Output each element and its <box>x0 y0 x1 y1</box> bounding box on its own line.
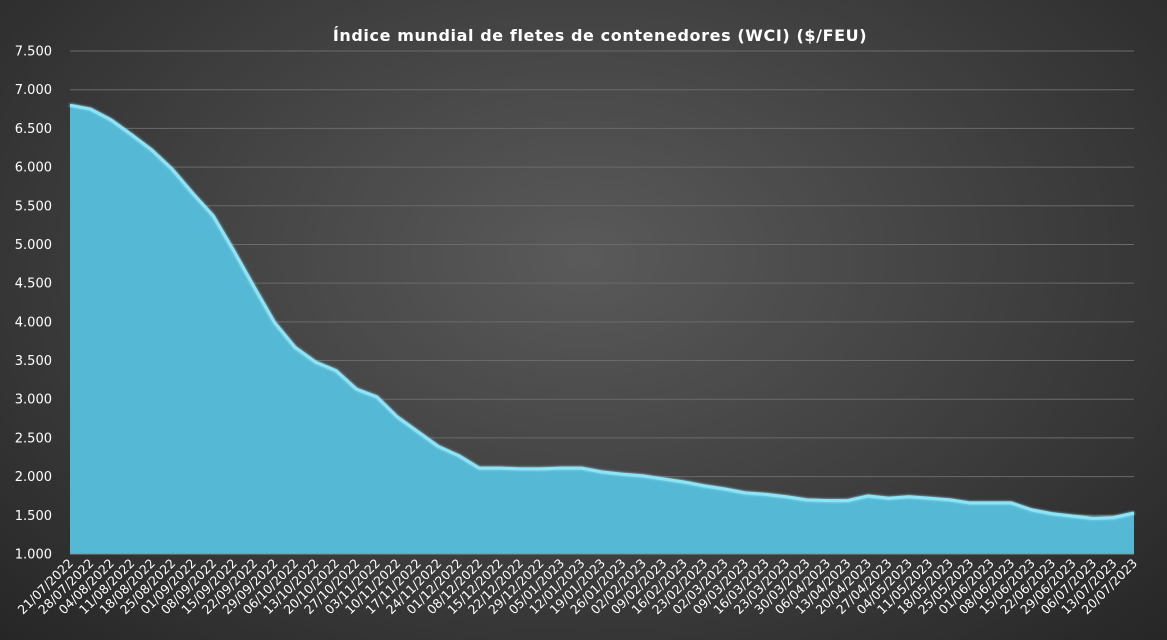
series-area <box>70 105 1134 555</box>
y-tick-label: 2.000 <box>15 470 52 485</box>
series-line <box>69 103 1135 520</box>
y-axis: 1.000 1.500 2.000 2.500 3.000 3.500 4.000 4.500… <box>15 45 52 563</box>
y-tick-label: 2.500 <box>15 431 52 446</box>
chart-title: Índice mundial de fletes de contenedores… <box>332 26 868 45</box>
plot-area <box>69 103 1135 555</box>
y-tick-label: 3.000 <box>15 393 52 408</box>
gridlines <box>70 50 1134 516</box>
y-tick-label: 4.500 <box>15 277 52 292</box>
y-tick-label: 3.500 <box>15 354 52 369</box>
x-axis: 21/07/202228/07/202204/08/202211/08/2022… <box>15 553 1140 617</box>
y-tick-label: 5.000 <box>15 238 52 253</box>
y-tick-label: 5.500 <box>15 199 52 214</box>
y-tick-label: 1.500 <box>15 509 52 524</box>
y-tick-label: 7.500 <box>15 45 52 60</box>
y-tick-label: 7.000 <box>15 83 52 98</box>
y-tick-label: 6.500 <box>15 122 52 137</box>
y-tick-label: 6.000 <box>15 161 52 176</box>
y-tick-label: 1.000 <box>15 548 52 563</box>
y-tick-label: 4.000 <box>15 315 52 330</box>
